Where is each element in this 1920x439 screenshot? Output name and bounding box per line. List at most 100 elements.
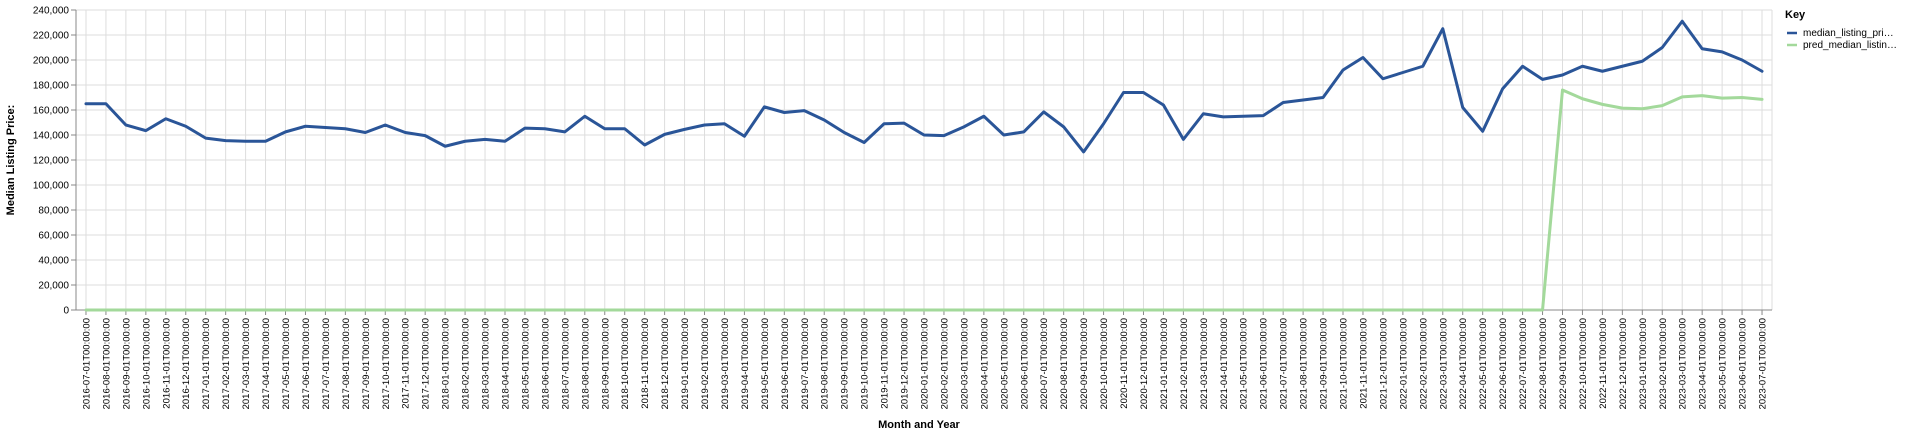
x-tick-label: 2020-08-01T00:00:00 [1059,318,1070,409]
x-tick-label: 2023-02-01T00:00:00 [1658,318,1669,409]
x-tick-label: 2023-03-01T00:00:00 [1678,318,1689,409]
x-tick-label: 2022-07-01T00:00:00 [1518,318,1529,409]
x-tick-label: 2022-06-01T00:00:00 [1498,318,1509,409]
x-tick-label: 2018-06-01T00:00:00 [540,318,551,409]
x-tick-label: 2021-11-01T00:00:00 [1358,318,1369,409]
x-axis-title: Month and Year [878,419,960,431]
series-line-pred[interactable] [84,88,1764,312]
x-tick-label: 2020-07-01T00:00:00 [1039,318,1050,409]
x-tick-label: 2017-12-01T00:00:00 [421,318,432,409]
x-tick-label: 2018-01-01T00:00:00 [441,318,452,409]
axes: 0 20,000 40,000 60,000 80,000 100,000 120,000 1… [33,6,1772,409]
x-tick-label: 2023-01-01T00:00:00 [1638,318,1649,409]
x-tick-label: 2020-12-01T00:00:00 [1139,318,1150,409]
x-tick-label: 2021-09-01T00:00:00 [1319,318,1330,409]
x-tick-label: 2021-01-01T00:00:00 [1159,318,1170,409]
x-tick-label: 2019-03-01T00:00:00 [720,318,731,409]
x-tick-label: 2022-09-01T00:00:00 [1558,318,1569,409]
x-tick-label: 2019-09-01T00:00:00 [840,318,851,409]
legend-item-median[interactable]: median_listing_pri… [1787,28,1894,39]
x-tick-label: 2019-05-01T00:00:00 [760,318,771,409]
x-tick-label: 2022-08-01T00:00:00 [1538,318,1549,409]
x-tick-label: 2018-03-01T00:00:00 [481,318,492,409]
x-tick-label: 2017-10-01T00:00:00 [381,318,392,409]
x-tick-label: 2017-07-01T00:00:00 [321,318,332,409]
y-tick-label: 200,000 [33,56,70,67]
x-tick-label: 2018-09-01T00:00:00 [600,318,611,409]
y-tick-label: 60,000 [38,231,69,242]
x-tick-label: 2022-05-01T00:00:00 [1478,318,1489,409]
x-tick-label: 2019-11-01T00:00:00 [880,318,891,409]
x-tick-label: 2018-10-01T00:00:00 [620,318,631,409]
x-tick-label: 2021-04-01T00:00:00 [1219,318,1230,409]
x-tick-label: 2021-02-01T00:00:00 [1179,318,1190,409]
x-tick-label: 2021-05-01T00:00:00 [1239,318,1250,409]
x-tick-label: 2018-07-01T00:00:00 [560,318,571,409]
x-tick-label: 2017-03-01T00:00:00 [241,318,252,409]
x-tick-label: 2016-10-01T00:00:00 [141,318,152,409]
y-tick-label: 0 [63,306,69,317]
x-tick-label: 2017-09-01T00:00:00 [361,318,372,409]
x-tick-label: 2021-08-01T00:00:00 [1299,318,1310,409]
x-tick-label: 2017-01-01T00:00:00 [201,318,212,409]
x-tick-label: 2016-07-01T00:00:00 [81,318,92,409]
gridlines [76,9,1773,311]
x-tick-label: 2022-03-01T00:00:00 [1438,318,1449,409]
y-tick-label: 160,000 [33,106,70,117]
x-tick-label: 2017-11-01T00:00:00 [401,318,412,409]
legend: Key median_listing_pri… pred_median_list… [1785,9,1897,51]
x-tick-label: 2022-01-01T00:00:00 [1398,318,1409,409]
series-line-median[interactable] [84,19,1764,154]
legend-label-pred: pred_median_listin… [1803,40,1897,51]
x-tick-label: 2019-10-01T00:00:00 [860,318,871,409]
y-tick-label: 140,000 [33,131,70,142]
y-axis-title: Median Listing Price: [5,105,17,216]
x-tick-label: 2018-08-01T00:00:00 [580,318,591,409]
x-tick-label: 2023-04-01T00:00:00 [1698,318,1709,409]
y-tick-label: 120,000 [33,156,70,167]
y-tick-label: 80,000 [38,206,69,217]
legend-item-pred[interactable]: pred_median_listin… [1787,40,1897,51]
x-tick-label: 2021-12-01T00:00:00 [1378,318,1389,409]
x-tick-label: 2019-07-01T00:00:00 [800,318,811,409]
legend-title: Key [1785,9,1806,21]
x-tick-label: 2023-06-01T00:00:00 [1738,318,1749,409]
x-tick-label: 2019-02-01T00:00:00 [700,318,711,409]
x-tick-label: 2020-01-01T00:00:00 [920,318,931,409]
x-tick-label: 2021-07-01T00:00:00 [1279,318,1290,409]
x-tick-label: 2017-04-01T00:00:00 [261,318,272,409]
x-tick-label: 2018-12-01T00:00:00 [660,318,671,409]
x-tick-label: 2017-05-01T00:00:00 [281,318,292,409]
legend-label-median: median_listing_pri… [1803,28,1894,39]
y-tick-label: 100,000 [33,181,70,192]
x-tick-label: 2020-11-01T00:00:00 [1119,318,1130,409]
x-tick-label: 2016-08-01T00:00:00 [101,318,112,409]
y-tick-label: 180,000 [33,81,70,92]
x-tick-label: 2018-02-01T00:00:00 [461,318,472,409]
x-tick-label: 2017-02-01T00:00:00 [221,318,232,409]
x-tick-label: 2021-03-01T00:00:00 [1199,318,1210,409]
x-tick-label: 2020-09-01T00:00:00 [1079,318,1090,409]
x-tick-label: 2023-05-01T00:00:00 [1718,318,1729,409]
x-tick-label: 2021-10-01T00:00:00 [1339,318,1350,409]
x-tick-label: 2022-04-01T00:00:00 [1458,318,1469,409]
x-tick-label: 2020-05-01T00:00:00 [999,318,1010,409]
x-tick-label: 2016-12-01T00:00:00 [181,318,192,409]
series-lines [84,19,1764,312]
x-tick-label: 2019-08-01T00:00:00 [820,318,831,409]
x-tick-label: 2022-02-01T00:00:00 [1418,318,1429,409]
x-tick-label: 2023-07-01T00:00:00 [1758,318,1769,409]
x-tick-label: 2020-10-01T00:00:00 [1099,318,1110,409]
x-tick-label: 2021-06-01T00:00:00 [1259,318,1270,409]
x-tick-label: 2018-05-01T00:00:00 [520,318,531,409]
x-tick-label: 2022-10-01T00:00:00 [1578,318,1589,409]
x-tick-label: 2020-04-01T00:00:00 [979,318,990,409]
x-tick-label: 2022-12-01T00:00:00 [1618,318,1629,409]
x-tick-label: 2017-06-01T00:00:00 [301,318,312,409]
x-tick-label: 2020-03-01T00:00:00 [959,318,970,409]
x-tick-label: 2018-04-01T00:00:00 [500,318,511,409]
x-tick-label: 2020-06-01T00:00:00 [1019,318,1030,409]
y-tick-label: 240,000 [33,6,70,17]
